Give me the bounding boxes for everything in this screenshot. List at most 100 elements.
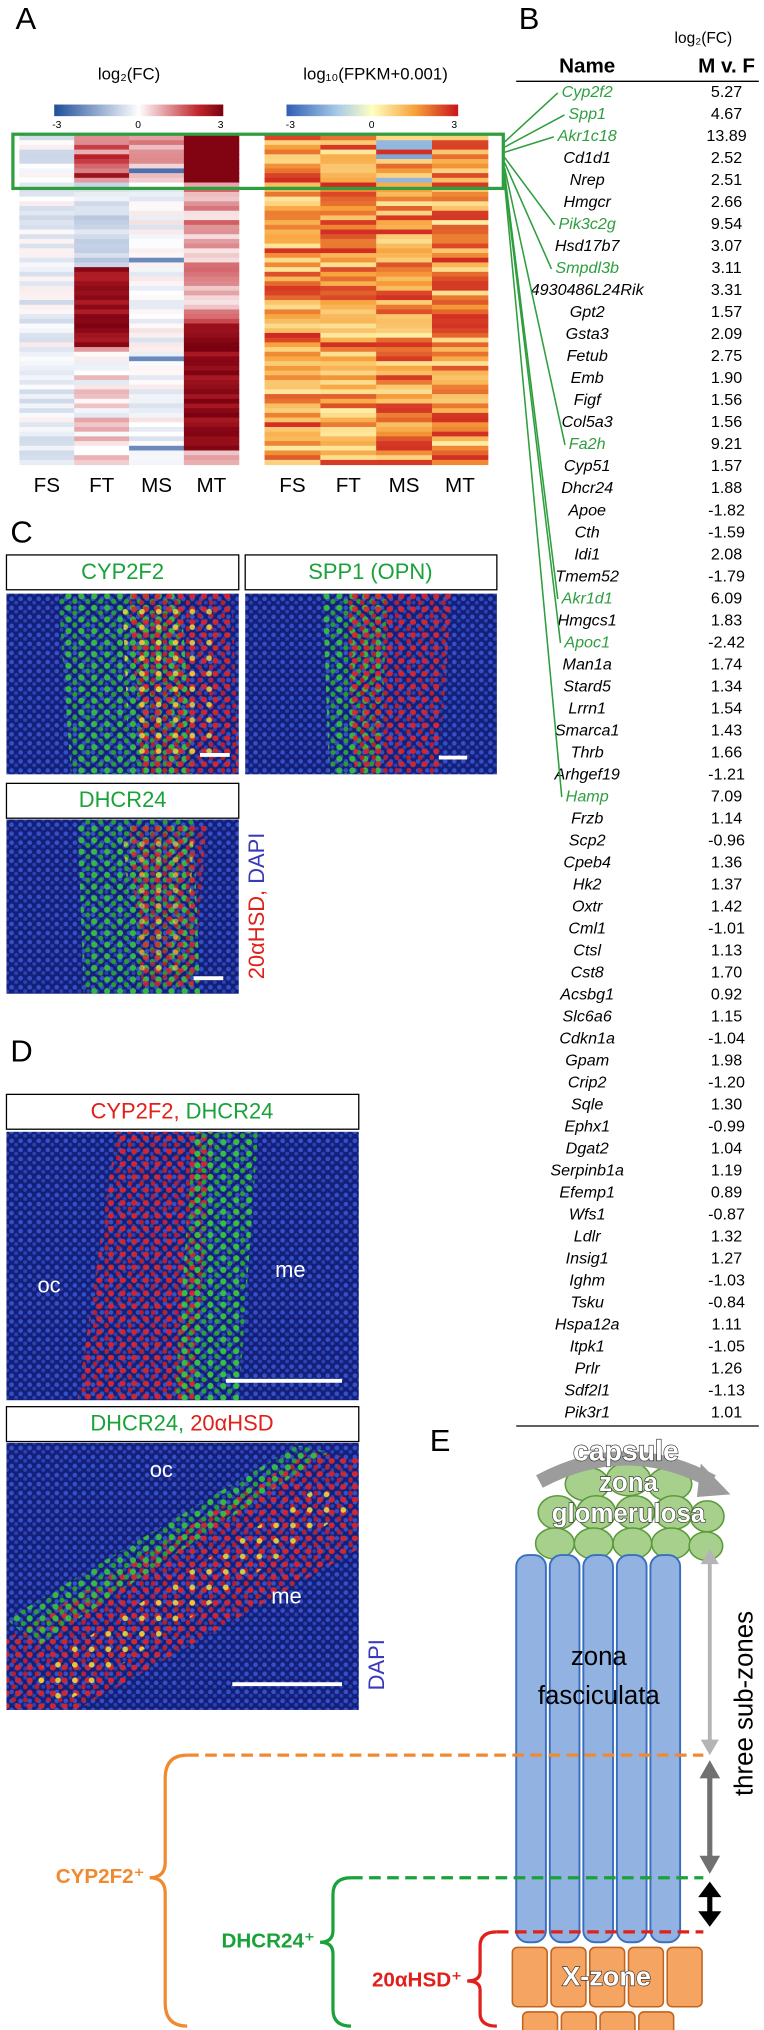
heatmap-cell: [129, 342, 185, 348]
image-title-box: [244, 554, 498, 591]
heatmap-cell: [19, 159, 75, 165]
heatmap-cell: [183, 281, 240, 287]
heatmap-cell: [129, 210, 185, 216]
heatmap-cell: [129, 412, 185, 419]
heatmap-cell: [264, 356, 321, 362]
heatmap-cell: [376, 398, 433, 404]
heatmap-cell: [264, 455, 321, 461]
fold-change: 1.04: [711, 1139, 742, 1157]
heatmap-cell: [264, 196, 321, 202]
heatmap-cell: [264, 304, 321, 310]
heatmap-cell: [74, 271, 130, 278]
fold-change: 1.27: [711, 1249, 742, 1267]
region-label: oc: [150, 1457, 173, 1482]
heatmap-cell: [264, 248, 321, 254]
heatmap-cell: [376, 201, 433, 207]
heatmap-cell: [320, 459, 377, 466]
heatmap-cell: [74, 347, 130, 353]
heatmap-cell: [74, 196, 130, 202]
heatmap-cell: [264, 450, 321, 456]
heatmap-cell: [129, 314, 185, 320]
heatmap-cell: [129, 426, 185, 433]
heatmap-cell: [376, 206, 433, 212]
heatmap-cell: [320, 426, 377, 433]
heatmap-cell: [129, 215, 185, 221]
gene-name: Hspa12a: [555, 1315, 620, 1333]
heatmap-cell: [432, 455, 489, 461]
heatmap-cell: [19, 389, 75, 395]
heatmap-cell: [74, 403, 130, 409]
heatmap-cell: [264, 408, 321, 414]
heatmap-cell: [432, 365, 489, 372]
heatmap-cell: [376, 140, 433, 146]
heatmap-cell: [320, 271, 377, 278]
heatmap-cell: [129, 159, 185, 165]
heatmap-cell: [74, 342, 130, 348]
fold-change: 1.56: [711, 413, 742, 431]
image-title-box: [5, 554, 240, 591]
heatmap-cell: [74, 206, 130, 212]
heatmap-cell: [432, 290, 489, 296]
fold-change: 4.67: [711, 105, 742, 123]
fold-change: 3.31: [711, 281, 742, 299]
heatmap-cell: [74, 149, 130, 155]
heatmap-cell: [19, 328, 75, 334]
heatmap-cell: [129, 318, 185, 325]
heatmap-cell: [183, 300, 240, 306]
heatmap-cell: [264, 361, 321, 367]
heatmap-cell: [376, 238, 433, 245]
heatmap-cell: [320, 206, 377, 212]
heatmap-cell: [183, 394, 240, 400]
heatmap-cell: [129, 290, 185, 296]
gene-name: Wfs1: [569, 1205, 606, 1223]
micrograph: [6, 1131, 359, 1401]
heatmap-cell: [264, 140, 321, 146]
x-zone-cells: [511, 1946, 703, 2030]
heatmap-title: log₁₀(FPKM+0.001): [303, 64, 447, 83]
heatmap-cell: [19, 422, 75, 428]
heatmap-cell: [320, 394, 377, 400]
heatmap-cell: [129, 417, 185, 423]
heatmap-cell: [376, 159, 433, 165]
fold-change: 6.09: [711, 589, 742, 607]
heatmap-cell: [19, 276, 75, 282]
heatmap-cell: [129, 206, 185, 212]
heatmap-cell: [74, 210, 130, 216]
heatmap-cell: [19, 304, 75, 310]
heatmap-cell: [74, 431, 130, 437]
heatmap-cell: [74, 370, 130, 376]
heatmap-cell: [183, 140, 240, 146]
gene-name: Cpeb4: [563, 853, 611, 871]
fold-change: 2.52: [711, 149, 742, 167]
heatmap-cell: [19, 323, 75, 329]
heatmap-cell: [19, 347, 75, 353]
heatmap-cell: [264, 403, 321, 409]
heatmap-cell: [264, 398, 321, 404]
heatmap-cell: [264, 436, 321, 442]
panel-label: B: [519, 1, 540, 36]
heatmap-cell: [320, 398, 377, 404]
heatmap-cell: [74, 361, 130, 367]
fold-change: 2.51: [711, 171, 742, 189]
heatmap-cell: [19, 436, 75, 442]
heatmap-cell: [376, 422, 433, 428]
heatmap-cell: [129, 351, 185, 357]
heatmap-cell: [264, 295, 321, 301]
heatmap-cell: [183, 267, 240, 273]
heatmap-cell: [320, 300, 377, 306]
heatmap-cell: [264, 262, 321, 268]
marker-label: DHCR24⁺: [221, 1930, 314, 1953]
heatmap-cell: [432, 408, 489, 414]
heatmap-cell: [183, 271, 240, 278]
heatmap-cell: [320, 389, 377, 395]
fold-change: 1.98: [711, 1051, 742, 1069]
zone-label: zona: [571, 1643, 628, 1671]
heatmap-cell: [264, 347, 321, 353]
gene-name: Scp2: [569, 831, 606, 849]
heatmap-cell: [320, 450, 377, 456]
heatmap-cell: [432, 215, 489, 221]
heatmap-cell: [129, 248, 185, 254]
heatmap-cell: [183, 398, 240, 404]
heatmap-cell: [129, 149, 185, 155]
heatmap-cell: [183, 384, 240, 390]
